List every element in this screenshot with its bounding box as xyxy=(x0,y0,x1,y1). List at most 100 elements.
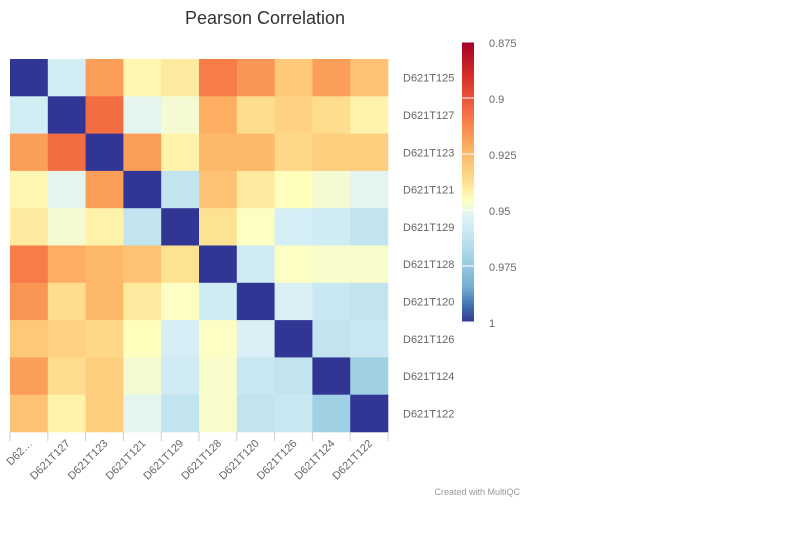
heatmap-cell[interactable] xyxy=(47,357,86,395)
heatmap-cell[interactable] xyxy=(10,357,49,395)
heatmap-cell[interactable] xyxy=(236,133,275,172)
heatmap-cell[interactable] xyxy=(350,133,389,172)
heatmap-cell[interactable] xyxy=(199,133,238,172)
heatmap-cell[interactable] xyxy=(350,282,389,321)
heatmap-cell[interactable] xyxy=(161,394,200,433)
heatmap-cell[interactable] xyxy=(312,245,351,284)
heatmap-cell[interactable] xyxy=(199,170,238,209)
heatmap-cell[interactable] xyxy=(47,208,86,246)
heatmap-cell[interactable] xyxy=(236,170,275,209)
heatmap-cell[interactable] xyxy=(161,208,200,246)
heatmap-cell[interactable] xyxy=(312,320,351,358)
heatmap-cell[interactable] xyxy=(123,320,162,358)
heatmap-cell[interactable] xyxy=(350,59,389,97)
heatmap-cell[interactable] xyxy=(47,96,86,134)
heatmap-cell[interactable] xyxy=(47,320,86,358)
heatmap-cell[interactable] xyxy=(350,208,389,246)
heatmap-cell[interactable] xyxy=(274,59,313,97)
heatmap-cell[interactable] xyxy=(274,96,313,134)
heatmap-cell[interactable] xyxy=(274,282,313,321)
heatmap-cell[interactable] xyxy=(274,170,313,209)
heatmap-cell[interactable] xyxy=(161,170,200,209)
heatmap-cell[interactable] xyxy=(350,96,389,134)
heatmap-cell[interactable] xyxy=(199,357,238,395)
heatmap-cell[interactable] xyxy=(199,96,238,134)
heatmap-cell[interactable] xyxy=(47,282,86,321)
heatmap-cell[interactable] xyxy=(312,282,351,321)
heatmap-cell[interactable] xyxy=(85,59,124,97)
heatmap-cell[interactable] xyxy=(350,394,389,433)
heatmap-cell[interactable] xyxy=(85,282,124,321)
heatmap-cell[interactable] xyxy=(199,282,238,321)
heatmap-cell[interactable] xyxy=(10,394,49,433)
heatmap-cell[interactable] xyxy=(161,245,200,284)
heatmap-cell[interactable] xyxy=(85,208,124,246)
heatmap-cell[interactable] xyxy=(350,320,389,358)
heatmap-cell[interactable] xyxy=(10,208,49,246)
heatmap-cell[interactable] xyxy=(350,245,389,284)
heatmap-cell[interactable] xyxy=(123,394,162,433)
heatmap-cell[interactable] xyxy=(199,320,238,358)
heatmap-cell[interactable] xyxy=(236,320,275,358)
heatmap-cell[interactable] xyxy=(312,96,351,134)
heatmap-cell[interactable] xyxy=(312,208,351,246)
heatmap-cell[interactable] xyxy=(274,320,313,358)
heatmap-cell[interactable] xyxy=(47,133,86,172)
heatmap-cell[interactable] xyxy=(274,208,313,246)
heatmap-cell[interactable] xyxy=(236,59,275,97)
heatmap-cell[interactable] xyxy=(10,282,49,321)
heatmap-cell[interactable] xyxy=(85,245,124,284)
heatmap-cell[interactable] xyxy=(312,394,351,433)
heatmap-cell[interactable] xyxy=(10,170,49,209)
heatmap-cell[interactable] xyxy=(85,394,124,433)
heatmap-cell[interactable] xyxy=(236,96,275,134)
heatmap-cell[interactable] xyxy=(350,357,389,395)
heatmap-cell[interactable] xyxy=(123,245,162,284)
heatmap-cell[interactable] xyxy=(161,96,200,134)
heatmap-cell[interactable] xyxy=(85,133,124,172)
heatmap-cell[interactable] xyxy=(199,394,238,433)
heatmap-cell[interactable] xyxy=(312,133,351,172)
heatmap-cell[interactable] xyxy=(274,394,313,433)
heatmap-cell[interactable] xyxy=(85,96,124,134)
heatmap-cell[interactable] xyxy=(312,59,351,97)
heatmap-cell[interactable] xyxy=(312,170,351,209)
heatmap-cell[interactable] xyxy=(85,320,124,358)
credits-label[interactable]: Created with MultiQC xyxy=(434,487,520,497)
heatmap-cell[interactable] xyxy=(274,133,313,172)
heatmap-cell[interactable] xyxy=(199,59,238,97)
heatmap-cell[interactable] xyxy=(236,282,275,321)
heatmap-cell[interactable] xyxy=(236,357,275,395)
heatmap-cell[interactable] xyxy=(161,59,200,97)
heatmap-cell[interactable] xyxy=(199,245,238,284)
heatmap-cell[interactable] xyxy=(199,208,238,246)
heatmap-cell[interactable] xyxy=(10,96,49,134)
heatmap-cell[interactable] xyxy=(85,357,124,395)
heatmap-cell[interactable] xyxy=(161,320,200,358)
heatmap-cell[interactable] xyxy=(161,133,200,172)
heatmap-cell[interactable] xyxy=(236,394,275,433)
heatmap-cell[interactable] xyxy=(10,59,49,97)
heatmap-cell[interactable] xyxy=(123,133,162,172)
heatmap-cell[interactable] xyxy=(123,208,162,246)
heatmap-cell[interactable] xyxy=(47,170,86,209)
heatmap-cell[interactable] xyxy=(47,394,86,433)
heatmap-cell[interactable] xyxy=(161,282,200,321)
heatmap-cell[interactable] xyxy=(236,208,275,246)
heatmap-cell[interactable] xyxy=(161,357,200,395)
heatmap-cell[interactable] xyxy=(123,282,162,321)
heatmap-cell[interactable] xyxy=(85,170,124,209)
heatmap-cell[interactable] xyxy=(47,59,86,97)
heatmap-cell[interactable] xyxy=(10,133,49,172)
heatmap-cell[interactable] xyxy=(274,357,313,395)
heatmap-cell[interactable] xyxy=(350,170,389,209)
heatmap-cell[interactable] xyxy=(123,96,162,134)
heatmap-cell[interactable] xyxy=(123,357,162,395)
heatmap-cell[interactable] xyxy=(274,245,313,284)
heatmap-cell[interactable] xyxy=(10,245,49,284)
heatmap-cell[interactable] xyxy=(123,170,162,209)
heatmap-cell[interactable] xyxy=(312,357,351,395)
heatmap-cell[interactable] xyxy=(47,245,86,284)
heatmap-cell[interactable] xyxy=(123,59,162,97)
heatmap-cell[interactable] xyxy=(10,320,49,358)
